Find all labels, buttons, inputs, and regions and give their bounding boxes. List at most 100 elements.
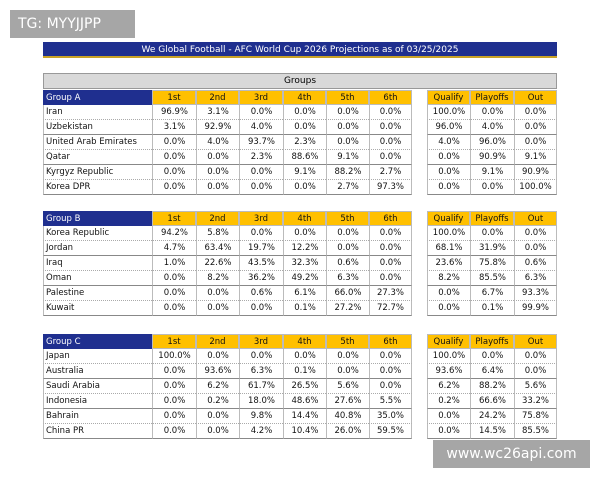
position-probability: 0.2% xyxy=(196,394,239,409)
position-probability: 1.0% xyxy=(152,256,196,271)
outcome-probability: 14.5% xyxy=(470,424,514,439)
team-name: Indonesia xyxy=(43,394,152,409)
outcome-probability: 66.6% xyxy=(470,394,514,409)
column-header: 2nd xyxy=(196,334,239,349)
position-probability: 0.0% xyxy=(152,301,196,316)
position-probability: 2.3% xyxy=(283,135,326,150)
column-header: Qualify xyxy=(427,211,470,226)
position-probability: 27.3% xyxy=(369,286,412,301)
position-probability: 4.0% xyxy=(196,135,239,150)
team-name: Bahrain xyxy=(43,409,152,424)
position-probability: 94.2% xyxy=(152,226,196,241)
outcome-probability: 0.0% xyxy=(514,241,557,256)
column-header: 6th xyxy=(369,334,412,349)
outcome-probability: 0.0% xyxy=(427,409,470,424)
position-probability: 5.5% xyxy=(369,394,412,409)
position-probability: 0.0% xyxy=(369,256,412,271)
position-probability: 2.7% xyxy=(326,180,369,195)
position-probability: 4.7% xyxy=(152,241,196,256)
group-name: Group B xyxy=(43,211,152,226)
outcome-probability: 0.2% xyxy=(427,394,470,409)
position-probability: 0.0% xyxy=(152,424,196,439)
outcome-probability: 0.0% xyxy=(427,165,470,180)
position-probability: 0.0% xyxy=(326,226,369,241)
position-probability: 0.0% xyxy=(152,135,196,150)
position-probability: 0.6% xyxy=(239,286,283,301)
team-name: United Arab Emirates xyxy=(43,135,152,150)
outcome-probability: 88.2% xyxy=(470,379,514,394)
position-probability: 0.0% xyxy=(369,226,412,241)
column-header: 4th xyxy=(283,211,326,226)
position-probability: 0.0% xyxy=(196,409,239,424)
position-probability: 0.0% xyxy=(369,349,412,364)
outcome-probability: 5.6% xyxy=(514,379,557,394)
position-probability: 0.0% xyxy=(369,135,412,150)
team-name: Qatar xyxy=(43,150,152,165)
title-bar: We Global Football - AFC World Cup 2026 … xyxy=(43,42,557,58)
position-probability: 0.6% xyxy=(326,256,369,271)
outcome-probability: 4.0% xyxy=(470,120,514,135)
position-probability: 0.0% xyxy=(196,349,239,364)
position-probability: 0.0% xyxy=(196,424,239,439)
position-probability: 4.0% xyxy=(239,120,283,135)
outcome-probability: 100.0% xyxy=(427,105,470,120)
position-probability: 66.0% xyxy=(326,286,369,301)
position-probability: 0.0% xyxy=(283,105,326,120)
position-probability: 3.1% xyxy=(152,120,196,135)
outcome-probability: 23.6% xyxy=(427,256,470,271)
position-probability: 0.0% xyxy=(239,105,283,120)
column-header: 5th xyxy=(326,90,369,105)
position-probability: 0.0% xyxy=(326,105,369,120)
outcome-probability: 90.9% xyxy=(470,150,514,165)
column-header: 5th xyxy=(326,211,369,226)
team-name: Jordan xyxy=(43,241,152,256)
position-probability: 6.3% xyxy=(239,364,283,379)
column-header: Playoffs xyxy=(470,334,514,349)
outcome-probability: 100.0% xyxy=(427,349,470,364)
column-header: Qualify xyxy=(427,334,470,349)
section-header: Groups xyxy=(43,73,557,89)
position-probability: 9.8% xyxy=(239,409,283,424)
outcome-probability: 0.0% xyxy=(514,226,557,241)
position-probability: 49.2% xyxy=(283,271,326,286)
outcome-probability: 75.8% xyxy=(470,256,514,271)
column-header: Out xyxy=(514,90,557,105)
position-probability: 0.0% xyxy=(239,349,283,364)
column-header: 2nd xyxy=(196,211,239,226)
team-name: Iraq xyxy=(43,256,152,271)
position-probability: 5.8% xyxy=(196,226,239,241)
position-probability: 0.0% xyxy=(152,165,196,180)
position-probability: 6.3% xyxy=(326,271,369,286)
outcome-probability: 6.3% xyxy=(514,271,557,286)
position-probability: 0.1% xyxy=(283,364,326,379)
position-probability: 0.0% xyxy=(196,165,239,180)
position-probability: 0.0% xyxy=(283,180,326,195)
group-name: Group C xyxy=(43,334,152,349)
position-probability: 27.2% xyxy=(326,301,369,316)
position-probability: 5.6% xyxy=(326,379,369,394)
position-probability: 0.0% xyxy=(326,135,369,150)
position-probability: 27.6% xyxy=(326,394,369,409)
position-probability: 0.0% xyxy=(152,409,196,424)
position-probability: 0.0% xyxy=(152,364,196,379)
outcome-probability: 99.9% xyxy=(514,301,557,316)
position-probability: 59.5% xyxy=(369,424,412,439)
position-probability: 26.5% xyxy=(283,379,326,394)
position-probability: 0.0% xyxy=(369,105,412,120)
position-probability: 0.0% xyxy=(326,349,369,364)
position-probability: 10.4% xyxy=(283,424,326,439)
position-probability: 0.0% xyxy=(326,364,369,379)
position-probability: 0.0% xyxy=(152,271,196,286)
outcome-probability: 6.4% xyxy=(470,364,514,379)
outcome-probability: 9.1% xyxy=(514,150,557,165)
team-name: Korea DPR xyxy=(43,180,152,195)
position-probability: 0.0% xyxy=(239,165,283,180)
column-header: 1st xyxy=(152,90,196,105)
position-probability: 3.1% xyxy=(196,105,239,120)
outcome-probability: 9.1% xyxy=(470,165,514,180)
outcome-probability: 0.0% xyxy=(514,364,557,379)
outcome-probability: 68.1% xyxy=(427,241,470,256)
team-name: Iran xyxy=(43,105,152,120)
outcome-probability: 0.0% xyxy=(470,180,514,195)
